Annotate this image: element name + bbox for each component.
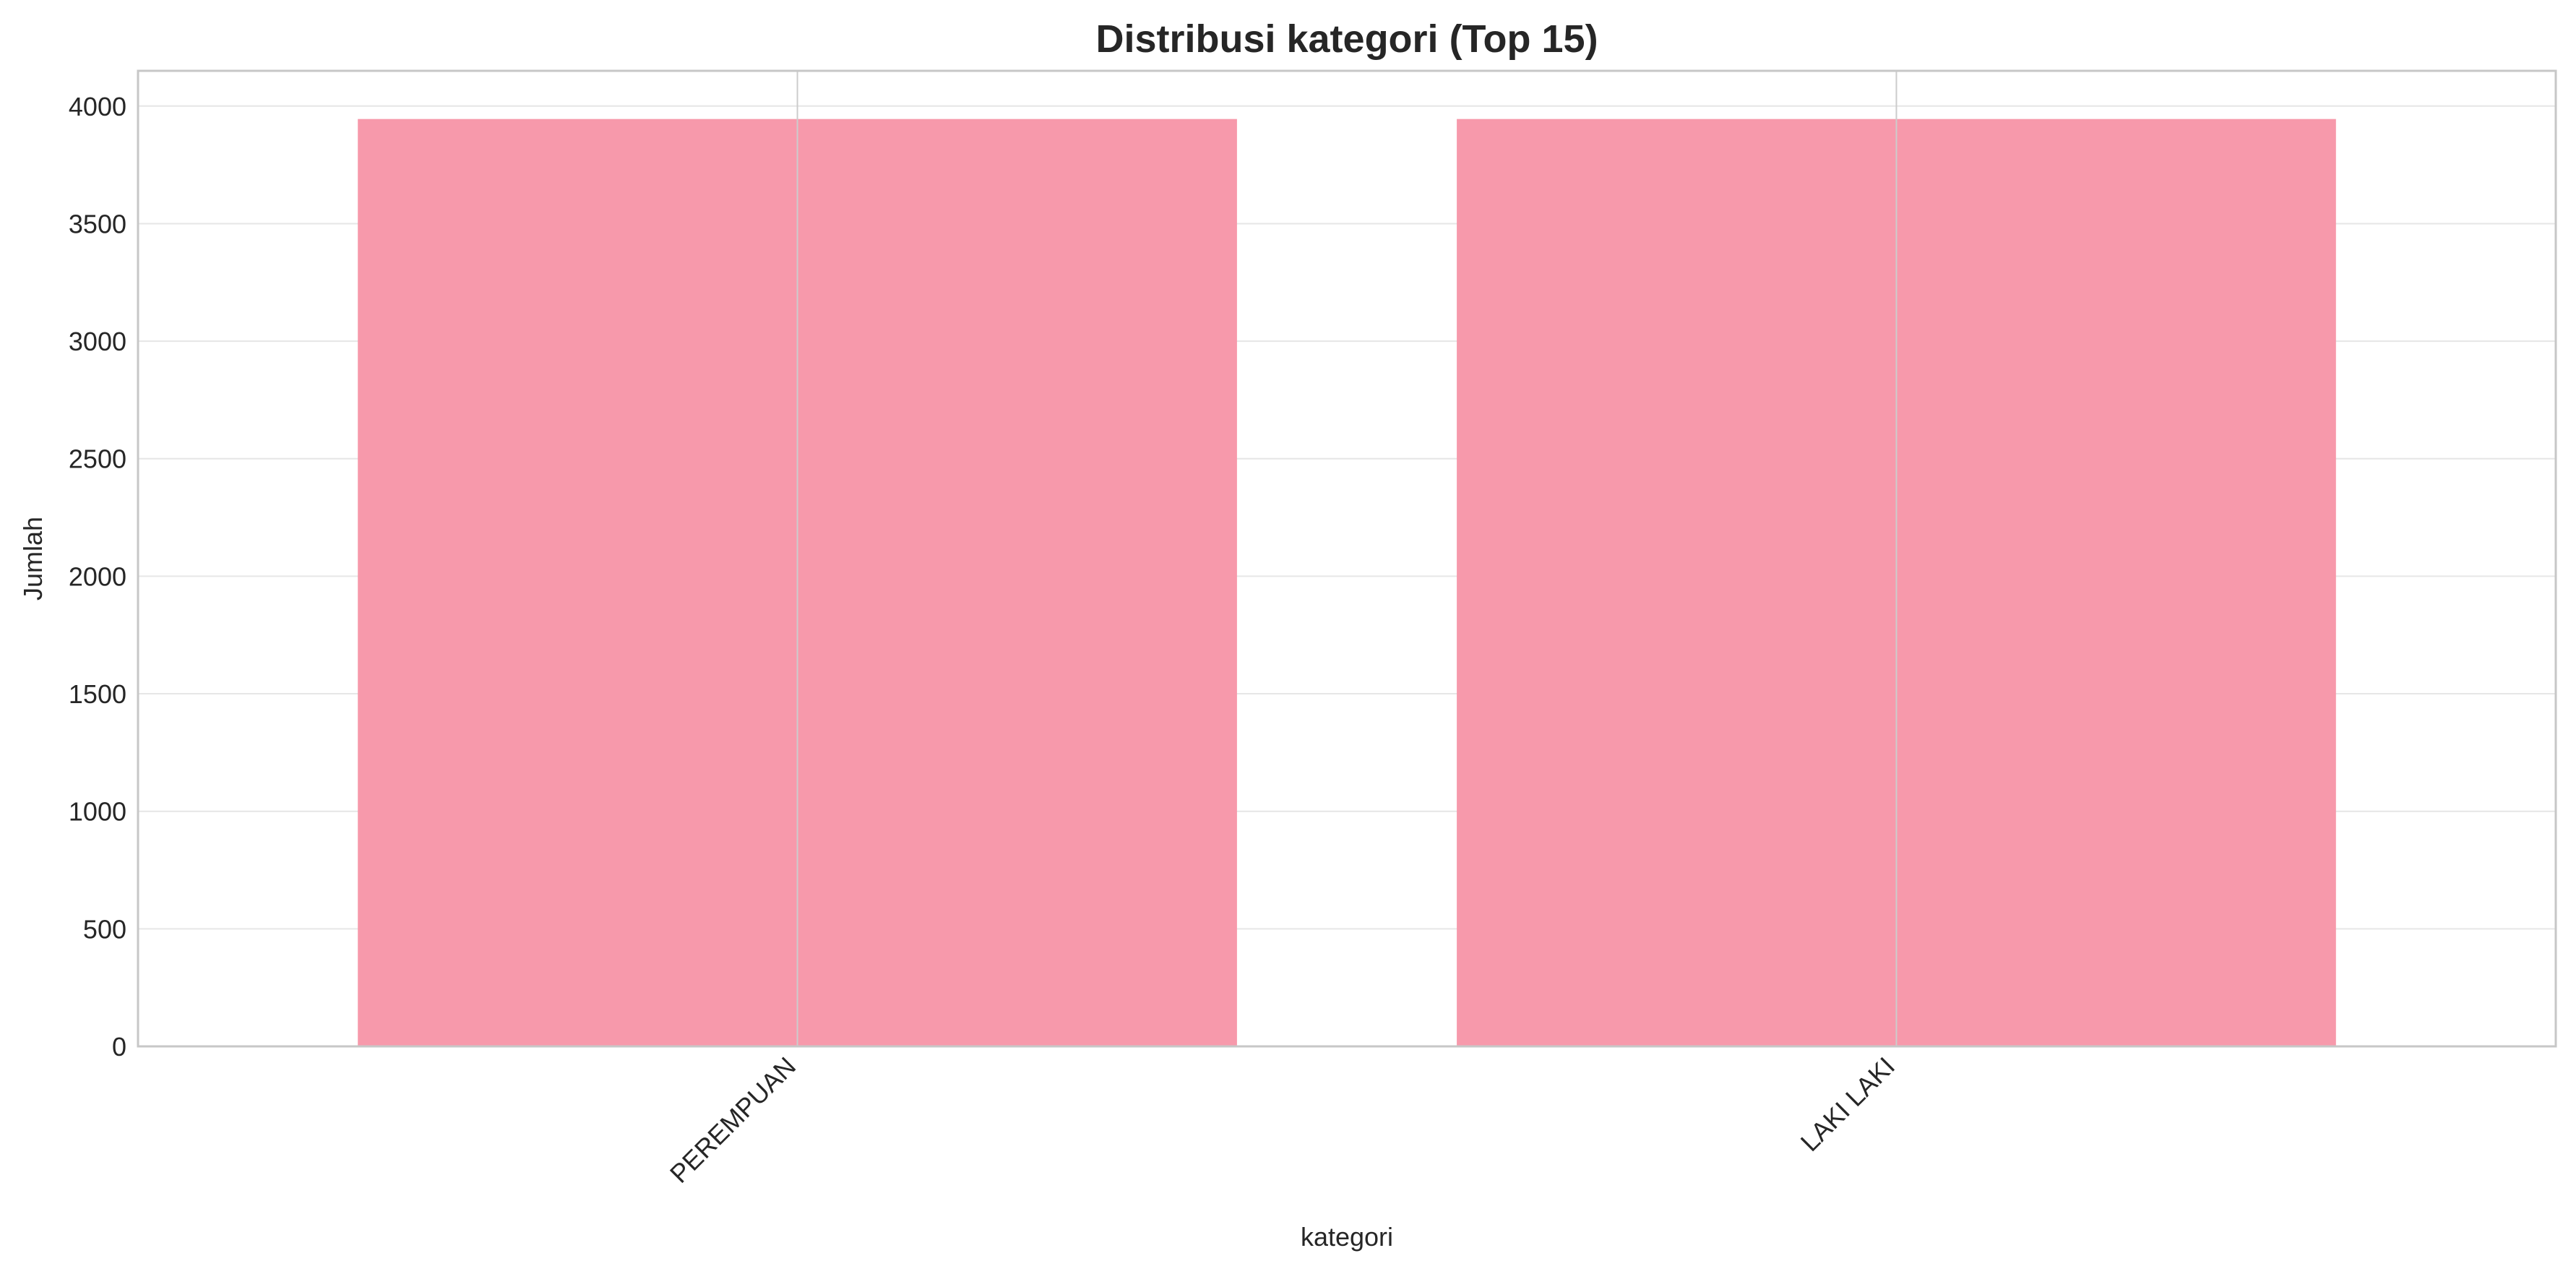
y-axis-label: Jumlah [18,517,48,601]
y-tick-label: 0 [112,1032,126,1062]
y-tick-label: 1000 [69,797,126,827]
y-tick-label: 2000 [69,561,126,591]
axes-frame [137,69,2557,1048]
y-tick-label: 3500 [69,209,126,238]
y-tick-label: 2500 [69,444,126,474]
y-tick-label: 4000 [69,92,126,121]
y-tick-label: 3000 [69,327,126,356]
x-axis-label: kategori [1301,1222,1393,1252]
y-tick-label: 500 [83,914,126,944]
y-tick-label: 1500 [69,679,126,709]
vertical-gridlines [796,71,1897,1046]
chart-title: Distribusi kategori (Top 15) [1095,17,1598,61]
y-tick-labels: 0 500 1000 1500 2000 2500 3000 3500 4000 [69,92,126,1062]
